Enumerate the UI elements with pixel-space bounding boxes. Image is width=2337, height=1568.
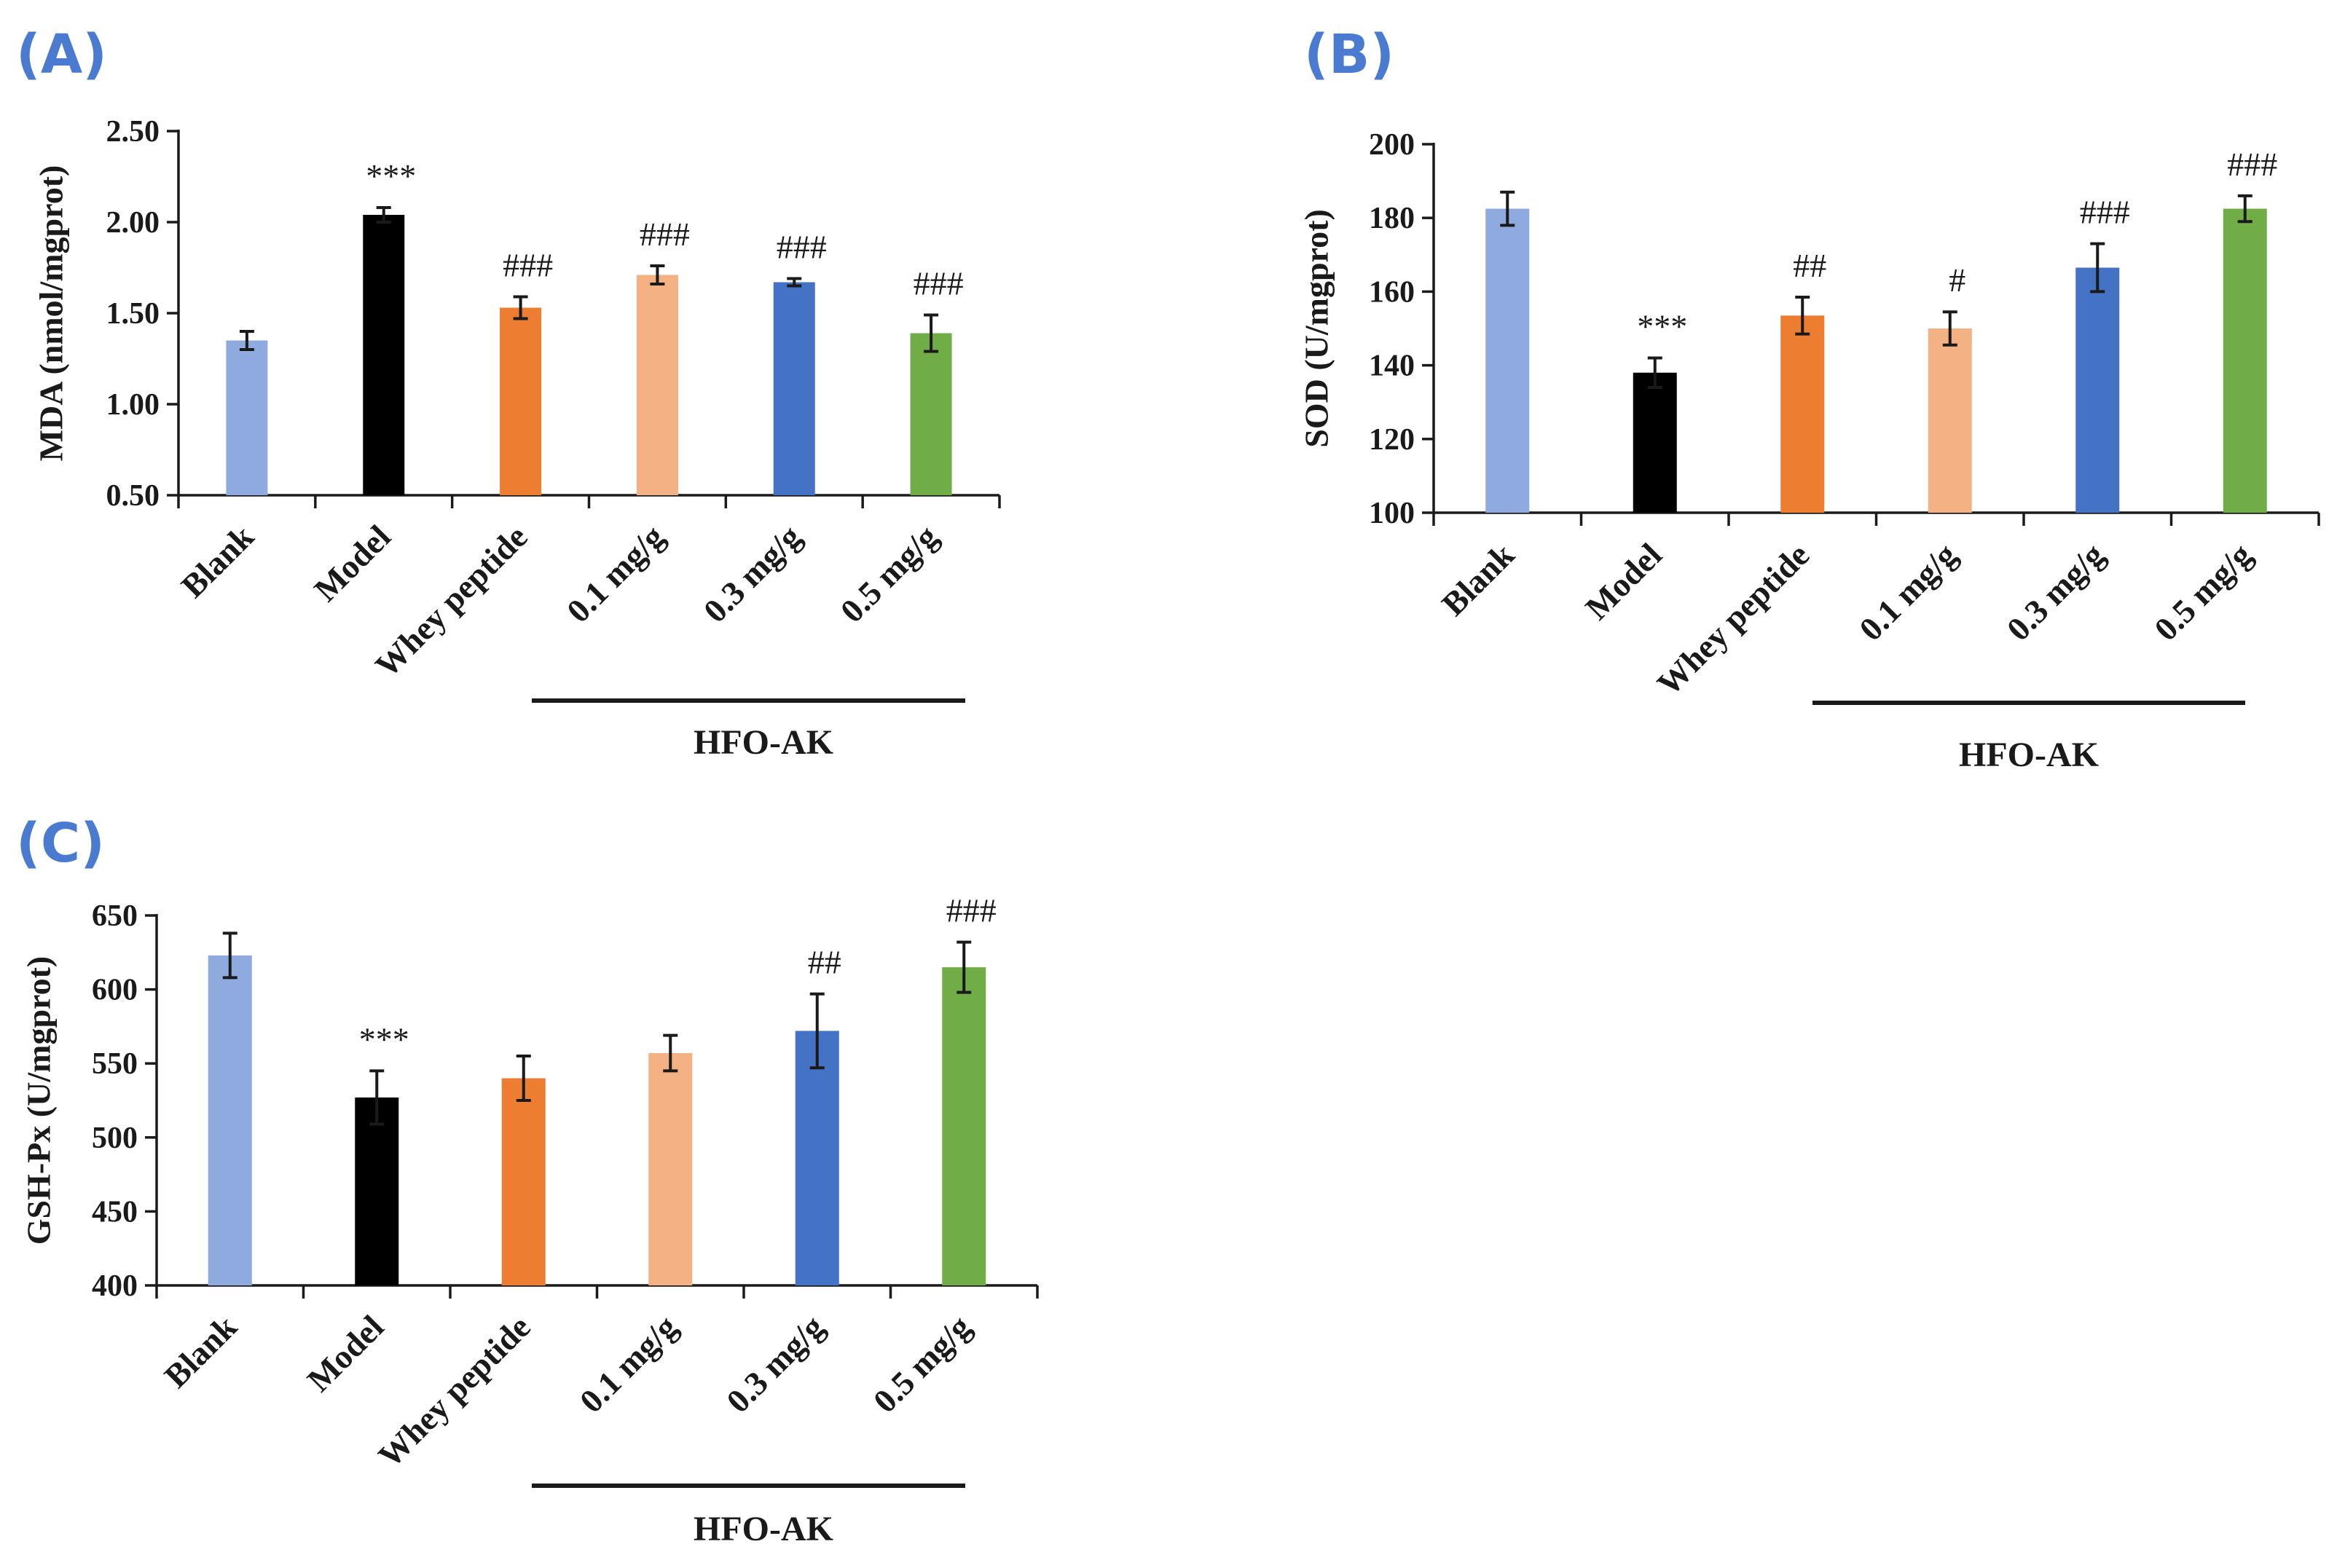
category-label: 0.3 mg/g — [696, 518, 809, 630]
y-tick-label: 550 — [92, 1047, 138, 1081]
category-label: Model — [300, 1308, 391, 1399]
bar-whey-peptide — [1780, 315, 1825, 513]
y-tick-label: 400 — [92, 1269, 138, 1303]
significance-label: ### — [914, 265, 964, 302]
significance-label: ## — [808, 944, 841, 981]
significance-label: ### — [946, 892, 997, 929]
category-label: 0.1 mg/g — [559, 518, 672, 630]
category-label: Model — [307, 518, 398, 609]
category-label: Blank — [157, 1308, 245, 1395]
y-tick-label: 2.00 — [106, 206, 160, 240]
chart-panel-1: (A) 0.50 1.00 1.50 2.00 2.50 MDA (nmol/mgprot)… — [16, 23, 1001, 762]
category-label: 0.5 mg/g — [866, 1308, 978, 1420]
bar-model — [355, 1097, 399, 1285]
bar-0-1-mg-g — [1928, 328, 1972, 513]
category-label: 0.1 mg/g — [1852, 536, 1964, 648]
significance-label: *** — [359, 1020, 409, 1057]
group-label: HFO-AK — [1959, 736, 2099, 774]
y-tick-label: 500 — [92, 1122, 138, 1155]
y-axis-title: SOD (U/mgprot) — [1298, 209, 1335, 448]
bar-blank — [1485, 208, 1530, 513]
y-tick-label: 200 — [1369, 128, 1415, 162]
bar-0-1-mg-g — [636, 275, 678, 495]
category-label: Blank — [1434, 536, 1522, 623]
bar-blank — [208, 955, 252, 1285]
category-label: Whey peptide — [371, 1308, 538, 1475]
y-tick-label: 120 — [1369, 423, 1415, 457]
bar-0-5-mg-g — [2223, 208, 2267, 513]
y-tick-label: 1.50 — [106, 297, 160, 331]
bar-blank — [226, 340, 268, 495]
chart-panel-2: (B) 100 120 140 160 180 200 SOD (U/mgprot) Blank… — [1298, 23, 2320, 774]
group-label: HFO-AK — [694, 1510, 833, 1548]
bar-model — [1633, 372, 1677, 513]
bar-whey-peptide — [501, 1078, 546, 1285]
group-label: HFO-AK — [694, 723, 833, 762]
bar-0-1-mg-g — [648, 1052, 693, 1285]
y-tick-label: 1.00 — [106, 388, 160, 422]
significance-label: ### — [640, 216, 690, 253]
y-tick-label: 450 — [92, 1195, 138, 1229]
y-axis-title: MDA (nmol/mgprot) — [33, 165, 70, 462]
significance-label: ### — [2227, 146, 2277, 183]
category-label: 0.5 mg/g — [833, 518, 946, 630]
y-tick-label: 600 — [92, 974, 138, 1007]
y-tick-label: 0.50 — [106, 479, 160, 513]
y-tick-label: 140 — [1369, 350, 1415, 383]
significance-label: ### — [2080, 194, 2130, 231]
bar-0-3-mg-g — [795, 1031, 839, 1285]
panel-label: (A) — [16, 23, 107, 86]
category-label: Whey peptide — [1650, 536, 1817, 703]
y-tick-label: 650 — [92, 899, 138, 933]
y-tick-label: 180 — [1369, 202, 1415, 235]
significance-label: ## — [1793, 247, 1826, 284]
category-label: 0.3 mg/g — [719, 1308, 831, 1420]
significance-label: ### — [503, 247, 553, 284]
bar-0-5-mg-g — [942, 967, 986, 1285]
significance-label: *** — [366, 157, 416, 194]
category-label: Blank — [174, 518, 262, 605]
category-label: Model — [1578, 536, 1669, 627]
significance-label: # — [1949, 261, 1965, 299]
bar-whey-peptide — [500, 307, 542, 495]
significance-label: *** — [1637, 307, 1687, 344]
panel-label: (C) — [16, 812, 105, 875]
y-axis-title: GSH-Px (U/mgprot) — [20, 956, 58, 1245]
bar-0-3-mg-g — [2075, 267, 2120, 513]
significance-label: ### — [777, 229, 827, 266]
panel-label: (B) — [1304, 23, 1394, 86]
bar-model — [363, 215, 405, 495]
category-label: 0.3 mg/g — [2000, 536, 2112, 648]
y-tick-label: 160 — [1369, 275, 1415, 309]
category-label: 0.5 mg/g — [2147, 536, 2259, 648]
category-label: 0.1 mg/g — [573, 1308, 685, 1420]
y-tick-label: 2.50 — [106, 115, 160, 149]
y-tick-label: 100 — [1369, 497, 1415, 530]
bar-0-3-mg-g — [773, 282, 815, 495]
chart-panel-3: (C) 400 450 500 550 600 650 GSH-Px (U/mgprot) Bl… — [16, 812, 1039, 1548]
bar-0-5-mg-g — [910, 333, 952, 495]
